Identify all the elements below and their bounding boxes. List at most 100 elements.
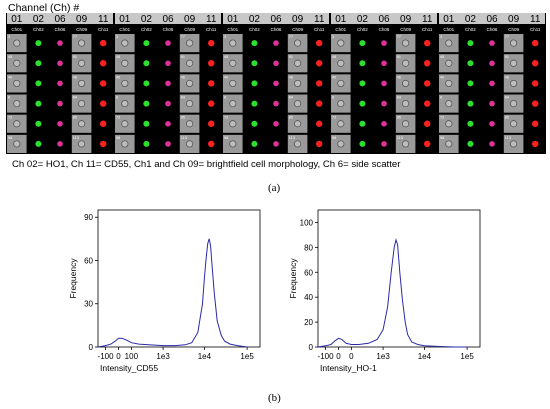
side-scatter-cell [489, 60, 495, 67]
ho1-y-tick-label: 40 [304, 293, 313, 302]
channel-header-label: 01 [443, 14, 455, 25]
ho1-cell [467, 80, 474, 87]
brightfield-cell [293, 99, 302, 108]
side-scatter-cell [489, 141, 495, 147]
ho1-y-tick-label: 100 [300, 218, 314, 227]
object-number: 77 [397, 35, 401, 39]
cd55-cell [100, 120, 107, 127]
cd55-cell [100, 80, 107, 87]
channel-header-label: 02 [249, 14, 261, 25]
side-scatter-cell [489, 100, 495, 107]
tile-channel-label: Ch11 [98, 27, 109, 32]
ho1-y-axis-label: Frequency [288, 258, 298, 299]
ho1-cell [251, 140, 258, 147]
side-scatter-cell [273, 40, 279, 46]
side-scatter-cell [165, 100, 171, 107]
ho1-cell [143, 120, 150, 127]
object-number: 91 [397, 55, 401, 59]
side-scatter-cell [165, 60, 171, 67]
ho1-x-tick-label: 1e4 [418, 352, 432, 361]
brightfield-cell [186, 79, 194, 88]
cd55-cell [532, 60, 539, 67]
object-number: 8 [440, 96, 442, 100]
object-number: 91 [289, 55, 293, 59]
brightfield-cell [293, 120, 302, 128]
object-number: 77 [505, 35, 509, 39]
object-number: 3 [224, 35, 226, 39]
panel-header-bar [115, 13, 221, 24]
brightfield-cell [78, 79, 86, 88]
channel-header-label: 01 [335, 14, 347, 25]
ho1-cell [35, 60, 42, 67]
channel-header-label: 06 [162, 14, 174, 25]
brightfield-cell [337, 79, 345, 88]
cd55-cell [208, 39, 215, 47]
ho1-x-tick-label: -100 [318, 352, 335, 361]
side-scatter-cell [273, 141, 279, 147]
cell-image-gallery: 01 Ch01 02 Ch02 06 Ch06 09 Ch09 11 Ch11 3 77 48 91 40 4… [6, 13, 546, 154]
gallery-panel: 01 Ch01 02 Ch02 06 Ch06 09 Ch09 11 Ch11 3 77 48 91 40 4… [331, 13, 437, 153]
channel-header-label: 11 [422, 14, 433, 25]
brightfield-cell [229, 59, 237, 67]
tile-channel-label: Ch11 [206, 27, 217, 32]
tile-channel-label: Ch11 [422, 27, 433, 32]
side-scatter-cell [381, 141, 387, 147]
cd55-cell [316, 100, 323, 107]
channel-header-label: 02 [141, 14, 153, 25]
object-number: 98 [332, 136, 336, 140]
panel-header-bar [331, 13, 437, 24]
channel-header-label: 11 [206, 14, 217, 25]
cd55-x-axis-label: Intensity_CD55 [100, 363, 158, 373]
brightfield-cell [78, 99, 86, 108]
object-number: 48 [440, 55, 444, 59]
object-number: 85 [73, 116, 77, 120]
brightfield-cell [13, 39, 21, 47]
brightfield-cell [337, 99, 345, 108]
object-number: 113 [289, 136, 295, 140]
object-number: 46 [289, 75, 293, 79]
cd55-cell [532, 100, 539, 107]
cd55-cell [208, 100, 215, 107]
channel-header-label: 09 [76, 14, 88, 25]
brightfield-cell [337, 59, 345, 67]
brightfield-cell [337, 120, 345, 128]
object-number: 113 [73, 136, 79, 140]
tile-channel-label: Ch02 [357, 27, 368, 32]
tile-channel-label: Ch09 [292, 27, 303, 32]
brightfield-cell [13, 140, 21, 148]
ho1-cell [359, 40, 366, 47]
ho1-cell [251, 100, 258, 107]
object-number: 8 [332, 96, 334, 100]
brightfield-cell [401, 120, 410, 128]
channel-title: Channel (Ch) # [8, 2, 80, 14]
channel-header-label: 02 [357, 14, 369, 25]
channel-header-label: 01 [227, 14, 239, 25]
gallery-panel: 01 Ch01 02 Ch02 06 Ch06 09 Ch09 11 Ch11 3 77 48 91 40 4… [115, 13, 221, 153]
side-scatter-cell [57, 141, 63, 147]
object-number: 3 [440, 35, 442, 39]
object-number: 40 [116, 75, 120, 79]
object-number: 72 [224, 116, 228, 120]
cd55-cell [316, 80, 323, 87]
ho1-cell [35, 100, 42, 107]
cd55-cell [100, 60, 107, 67]
brightfield-cell [445, 140, 453, 148]
brightfield-cell [186, 140, 194, 148]
channel-header-label: 09 [184, 14, 196, 25]
cd55-histogram-line [97, 238, 248, 348]
ho1-cell [359, 100, 366, 107]
object-number: 40 [332, 75, 336, 79]
brightfield-cell [445, 59, 453, 67]
cd55-x-tick-label: 0 [116, 352, 121, 361]
brightfield-cell [121, 39, 129, 47]
cd55-cell [208, 60, 215, 67]
brightfield-cell [229, 99, 237, 108]
side-scatter-cell [489, 40, 495, 46]
tile-channel-label: Ch01 [227, 27, 238, 32]
object-number: 85 [289, 116, 293, 120]
brightfield-cell [121, 59, 129, 67]
tile-channel-label: Ch09 [508, 27, 519, 32]
cd55-cell [316, 39, 323, 47]
channel-header-label: 09 [292, 14, 304, 25]
cd55-cell [424, 39, 431, 47]
